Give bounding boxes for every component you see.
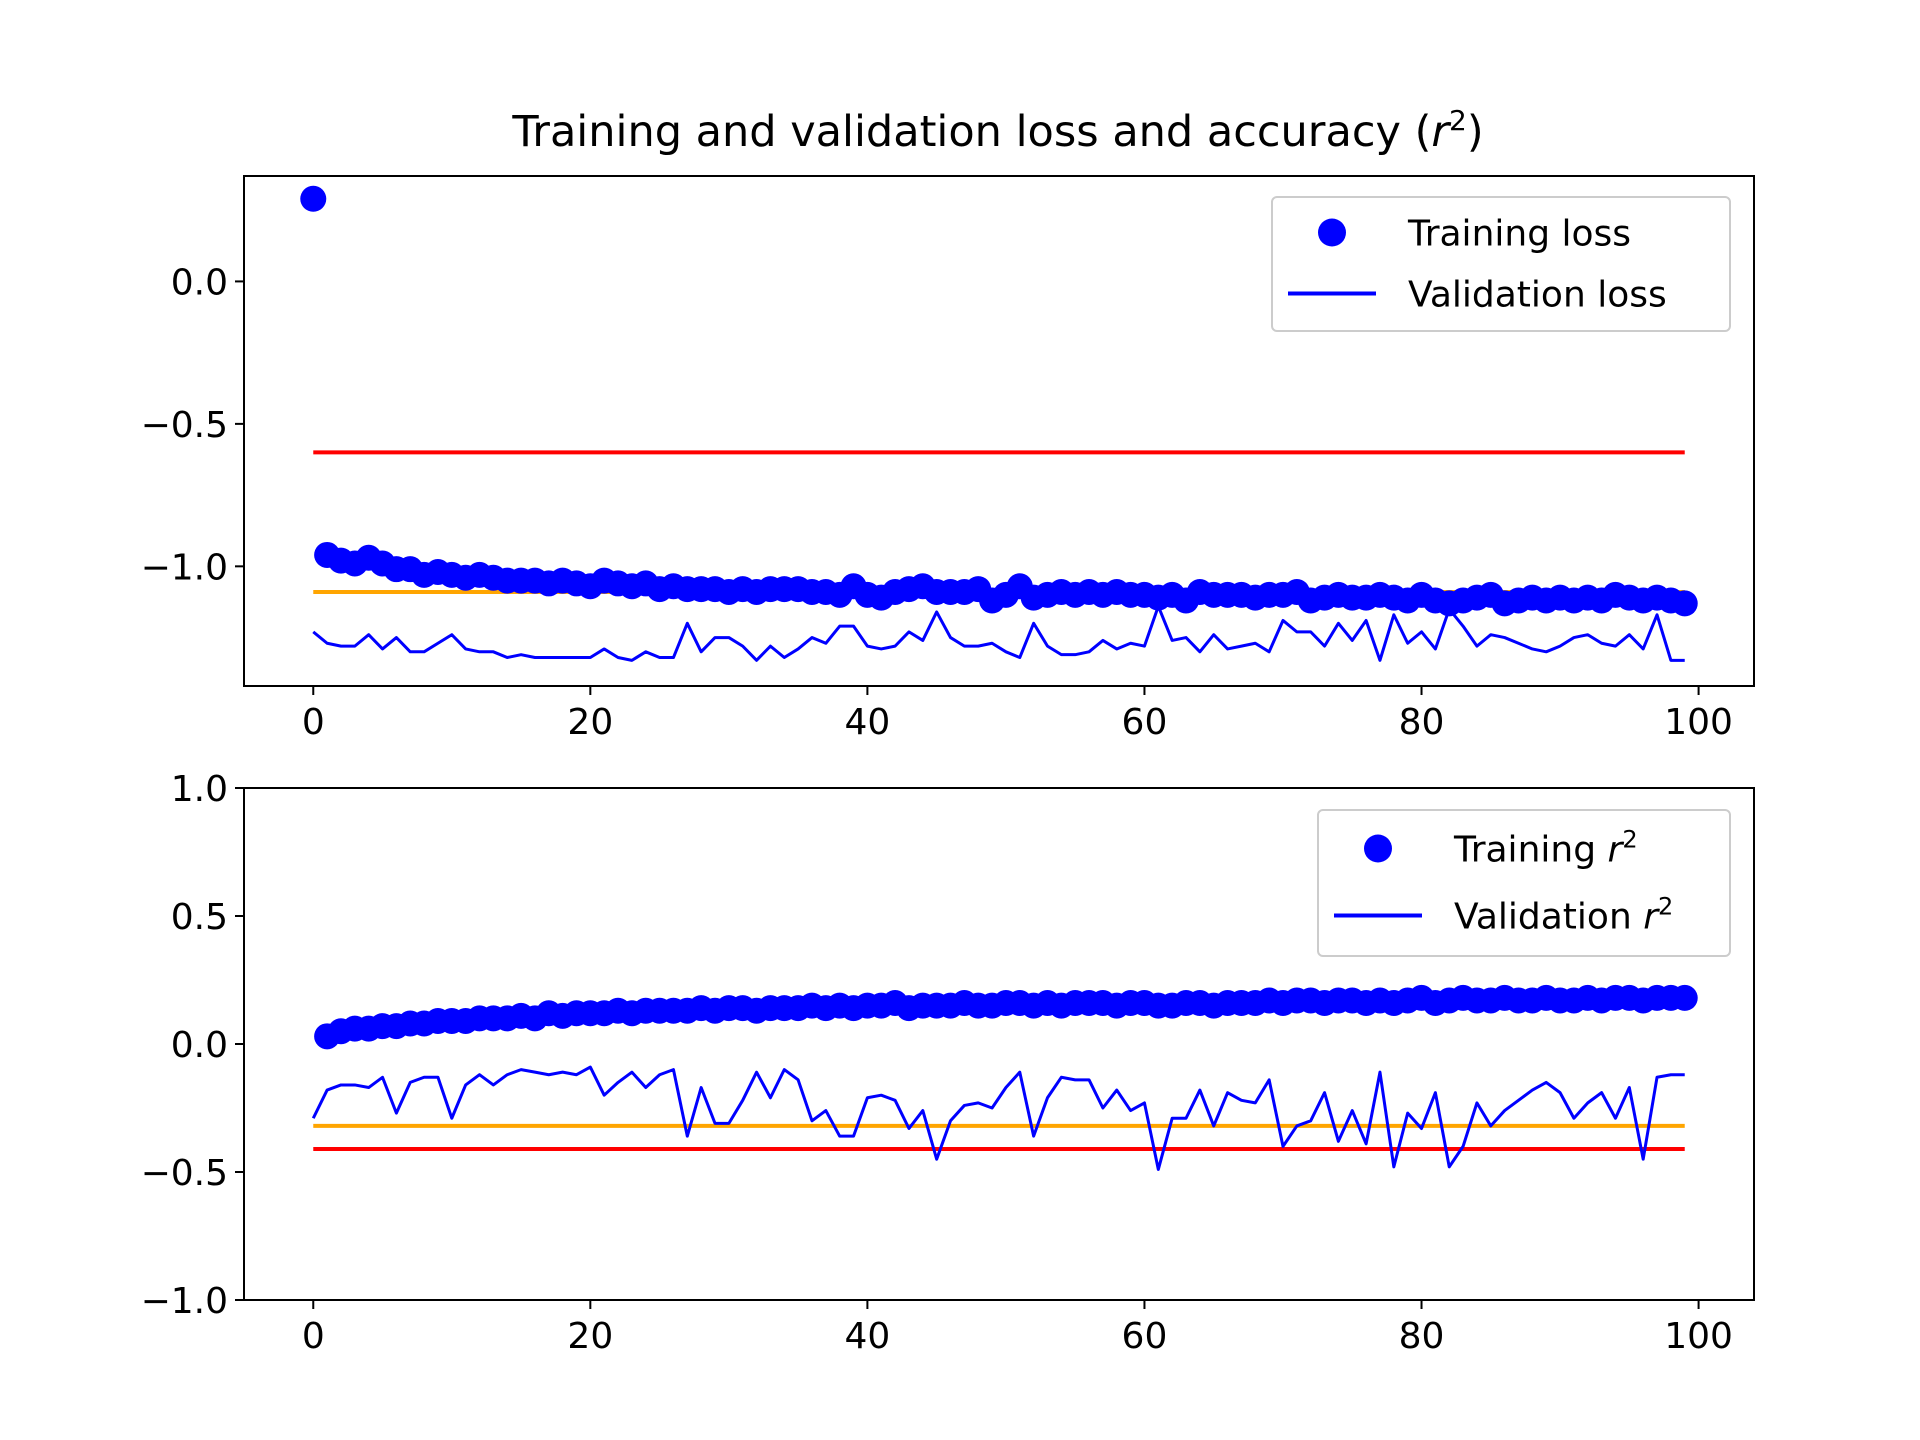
legend-box [1271, 196, 1731, 332]
legend-label: Validation loss [1408, 275, 1667, 316]
y-tick-label: −0.5 [141, 405, 228, 446]
x-tick-label: 0 [302, 1316, 325, 1357]
legend: Training loss Validation loss [1271, 196, 1731, 332]
y-tick-label: −1.0 [141, 1281, 228, 1322]
y-tick-label: 0.5 [171, 897, 228, 938]
legend-label: Validation r2 [1454, 893, 1673, 938]
legend-box [1317, 809, 1731, 957]
legend-dot-marker [1364, 834, 1392, 863]
plot-area [311, 984, 1698, 1171]
x-tick-label: 20 [567, 1316, 613, 1357]
x-tick-label: 20 [567, 702, 613, 743]
r2-panel: 0 20 40 60 80 100 1.0 0.5 0.0 −0.5 −1.0 Training r2… [141, 769, 1755, 1357]
x-tick-label: 80 [1399, 702, 1445, 743]
x-tick-label: 40 [844, 702, 890, 743]
y-tick-label: 1.0 [171, 769, 228, 810]
x-tick-label: 60 [1122, 1316, 1168, 1357]
x-tick-label: 100 [1664, 1316, 1733, 1357]
x-tick-label: 0 [302, 702, 325, 743]
y-tick-label: 0.0 [171, 1025, 228, 1066]
y-tick-label: −0.5 [141, 1153, 228, 1194]
legend-label: Training loss [1407, 214, 1631, 255]
x-tick-label: 40 [844, 1316, 890, 1357]
plot-area [300, 185, 1698, 662]
training-point [300, 185, 327, 212]
x-tick-label: 100 [1664, 702, 1733, 743]
axes-frame [243, 175, 1755, 687]
figure-title: Training and validation loss and accurac… [511, 104, 1483, 158]
y-tick-label: 0.0 [171, 262, 228, 303]
legend-dot-marker [1318, 218, 1346, 247]
loss-panel: 0 20 40 60 80 100 0.0 −0.5 −1.0 Training loss Vali… [141, 175, 1755, 743]
x-tick-label: 60 [1122, 702, 1168, 743]
training-point [1671, 984, 1698, 1011]
validation-line [311, 1065, 1685, 1171]
x-tick-label: 80 [1399, 1316, 1445, 1357]
training-point [1671, 590, 1698, 617]
validation-line [312, 604, 1685, 662]
legend: Training r2 Validation r2 [1317, 809, 1731, 957]
legend-label: Training r2 [1453, 826, 1638, 871]
y-tick-label: −1.0 [141, 547, 228, 588]
